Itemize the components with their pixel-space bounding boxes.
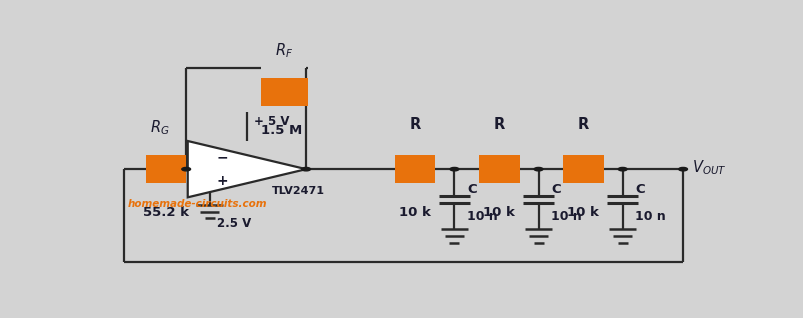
- Text: R: R: [409, 117, 420, 132]
- Bar: [261, 78, 308, 106]
- Text: R: R: [577, 117, 589, 132]
- Text: +: +: [216, 174, 227, 188]
- Bar: [145, 155, 186, 183]
- Text: TLV2471: TLV2471: [271, 186, 324, 196]
- Text: 10 n: 10 n: [550, 210, 581, 223]
- Text: C: C: [467, 183, 476, 196]
- Text: C: C: [550, 183, 560, 196]
- Bar: [479, 155, 519, 183]
- Bar: [562, 155, 603, 183]
- Circle shape: [450, 168, 459, 171]
- Text: 55.2 k: 55.2 k: [143, 206, 189, 219]
- Text: C: C: [634, 183, 644, 196]
- Text: 10 k: 10 k: [567, 206, 598, 219]
- Text: 10 n: 10 n: [634, 210, 665, 223]
- Text: R: R: [493, 117, 504, 132]
- Polygon shape: [188, 141, 306, 197]
- Text: $R_F$: $R_F$: [275, 41, 293, 60]
- Text: homemade-circuits.com: homemade-circuits.com: [127, 198, 267, 209]
- Text: 2.5 V: 2.5 V: [217, 217, 251, 230]
- Text: 1.5 M: 1.5 M: [260, 124, 301, 137]
- Circle shape: [618, 168, 626, 171]
- Text: −: −: [216, 150, 227, 164]
- Bar: [394, 155, 435, 183]
- Text: 10 k: 10 k: [483, 206, 515, 219]
- Text: + 5 V: + 5 V: [254, 114, 290, 128]
- Text: 10 n: 10 n: [467, 210, 497, 223]
- Text: $R_G$: $R_G$: [149, 119, 169, 137]
- Text: 10 k: 10 k: [399, 206, 430, 219]
- Circle shape: [533, 168, 542, 171]
- Circle shape: [301, 168, 310, 171]
- Text: $V_{OUT}$: $V_{OUT}$: [691, 159, 726, 177]
- Circle shape: [678, 168, 687, 171]
- Circle shape: [181, 168, 190, 171]
